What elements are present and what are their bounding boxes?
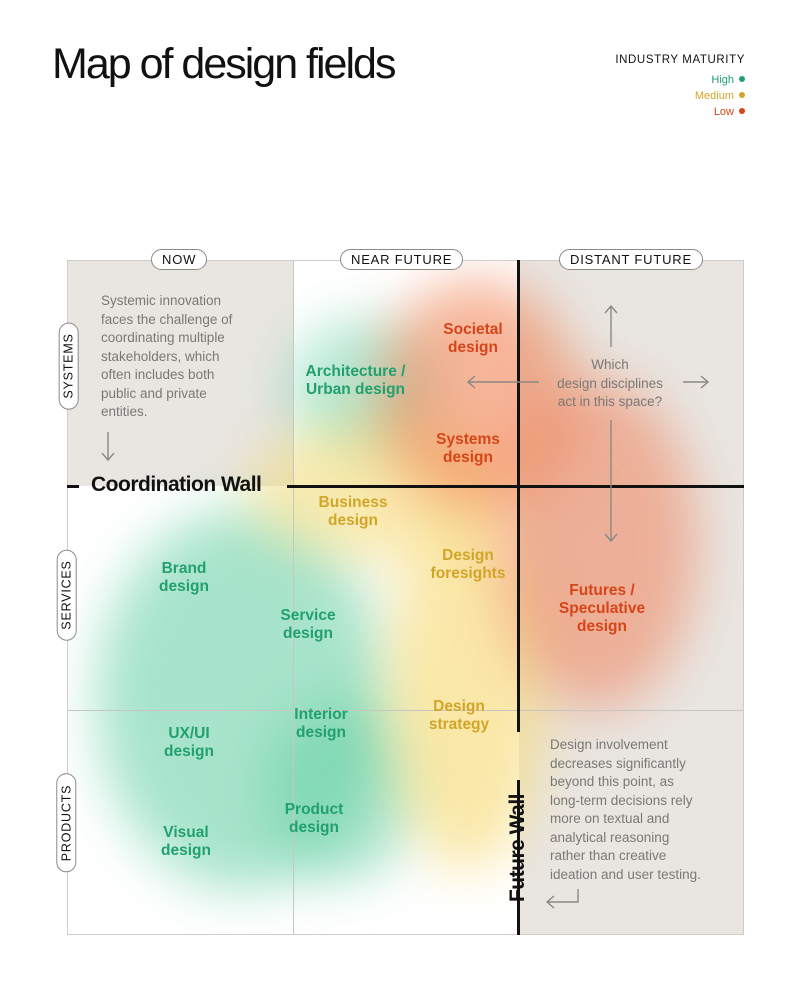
coordination-wall-line (67, 485, 79, 488)
legend-item-medium: Medium (615, 90, 745, 102)
low-dot-icon (739, 108, 745, 115)
return-arrow-icon (545, 889, 579, 909)
grid-line (67, 710, 744, 711)
coordination-wall-label: Coordination Wall (91, 473, 262, 496)
row-header-services: SERVICES (56, 549, 77, 641)
column-header-distant-future: DISTANT FUTURE (559, 249, 703, 270)
field-map: Coordination Wall Future Wall Systemic i… (67, 260, 744, 935)
futures-speculative-design-label: Futures / Speculative design (558, 582, 646, 635)
column-header-now: NOW (151, 249, 208, 270)
arrow-down-icon (604, 420, 618, 542)
service-design-label: Service design (280, 607, 336, 642)
interior-design-label: Interior design (294, 706, 348, 741)
business-design-label: Business design (318, 494, 388, 529)
product-design-label: Product design (284, 801, 344, 836)
page-title: Map of design fields (52, 40, 396, 88)
heat-map (67, 260, 744, 935)
systems-design-label: Systems design (436, 431, 500, 466)
design-involvement-note: Design involvement decreases significantl… (550, 737, 701, 882)
arrow-down-icon (101, 432, 115, 462)
column-header-near-future: NEAR FUTURE (340, 249, 464, 270)
societal-design-label: Societal design (443, 321, 503, 356)
medium-dot-icon (739, 92, 745, 99)
legend-title: INDUSTRY MATURITY (615, 54, 745, 66)
visual-design-label: Visual design (161, 824, 211, 859)
design-foresights-label: Design foresights (430, 547, 506, 582)
future-wall-line (517, 260, 520, 732)
architecture-urban-design-label: Architecture / Urban design (305, 363, 406, 398)
row-header-systems: SYSTEMS (58, 322, 79, 410)
arrow-up-icon (604, 305, 618, 347)
legend-item-high: High (615, 74, 745, 86)
grid-line (293, 260, 294, 935)
high-dot-icon (739, 76, 745, 83)
red-heat-blob (497, 380, 697, 710)
future-wall-label: Future Wall (506, 793, 529, 903)
row-header-products: PRODUCTS (56, 773, 77, 873)
legend: INDUSTRY MATURITY High Medium Low (615, 54, 745, 122)
design-strategy-label: Design strategy (428, 698, 490, 733)
future-wall-line (517, 780, 520, 935)
question-note: Which design disciplines act in this space… (557, 357, 663, 409)
brand-design-label: Brand design (159, 560, 209, 595)
systemic-innovation-note: Systemic innovation faces the challenge o… (101, 293, 233, 419)
arrow-left-icon (467, 375, 539, 389)
coordination-wall-line (287, 485, 744, 488)
arrow-right-icon (683, 375, 709, 389)
ux-ui-design-label: UX/UI design (164, 725, 214, 760)
legend-item-low: Low (615, 106, 745, 118)
now-systems-panel (67, 260, 293, 486)
